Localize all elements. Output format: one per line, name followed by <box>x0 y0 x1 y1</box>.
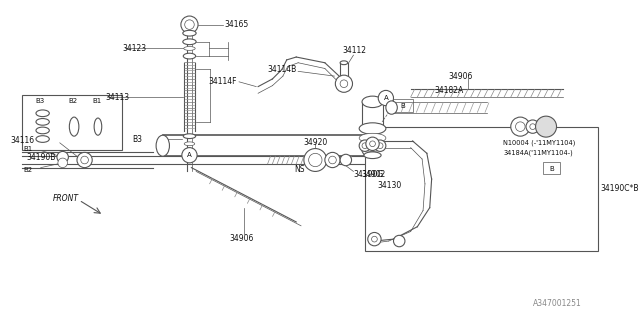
Text: 34184A('11MY1104-): 34184A('11MY1104-) <box>503 149 573 156</box>
Bar <box>365 127 598 251</box>
Ellipse shape <box>340 61 348 65</box>
Text: 34123: 34123 <box>123 44 147 53</box>
Ellipse shape <box>36 110 49 116</box>
Ellipse shape <box>362 96 383 108</box>
Text: B3: B3 <box>35 98 44 104</box>
Circle shape <box>185 20 194 29</box>
Circle shape <box>308 153 322 167</box>
Circle shape <box>368 232 381 246</box>
Circle shape <box>181 16 198 33</box>
Ellipse shape <box>36 127 49 134</box>
Circle shape <box>304 148 327 172</box>
Text: 34920: 34920 <box>303 138 328 147</box>
Circle shape <box>366 137 379 150</box>
Text: 34182A: 34182A <box>435 86 464 95</box>
Ellipse shape <box>183 53 196 59</box>
Circle shape <box>81 156 88 164</box>
Ellipse shape <box>36 118 49 125</box>
Circle shape <box>511 117 530 136</box>
Text: N10004 (-'11MY1104): N10004 (-'11MY1104) <box>503 140 575 146</box>
Ellipse shape <box>36 136 49 142</box>
Text: A: A <box>383 95 388 101</box>
Text: B: B <box>401 103 405 109</box>
Circle shape <box>370 141 376 147</box>
Ellipse shape <box>359 123 386 134</box>
Text: B2: B2 <box>68 98 77 104</box>
Text: NS: NS <box>294 165 305 174</box>
Ellipse shape <box>183 39 196 44</box>
Circle shape <box>340 80 348 88</box>
Text: B1: B1 <box>24 146 33 152</box>
Text: B3: B3 <box>132 134 142 144</box>
Circle shape <box>378 143 383 148</box>
Circle shape <box>57 151 68 163</box>
Text: B2: B2 <box>24 166 33 172</box>
Circle shape <box>530 124 536 130</box>
Ellipse shape <box>156 135 170 156</box>
Text: 34190G: 34190G <box>353 170 383 179</box>
Text: 34902: 34902 <box>361 170 385 179</box>
Circle shape <box>77 152 92 168</box>
Ellipse shape <box>94 118 102 135</box>
Ellipse shape <box>183 134 196 139</box>
Circle shape <box>372 236 378 242</box>
Text: FRONT: FRONT <box>53 194 79 203</box>
Text: 34114B: 34114B <box>267 65 296 74</box>
Circle shape <box>516 122 525 132</box>
Ellipse shape <box>359 133 386 143</box>
Text: A347001251: A347001251 <box>532 299 582 308</box>
Text: 34906: 34906 <box>230 234 254 243</box>
Text: 34130: 34130 <box>378 181 401 190</box>
Circle shape <box>335 75 353 92</box>
Text: 34113: 34113 <box>106 92 130 101</box>
Ellipse shape <box>184 142 195 146</box>
Circle shape <box>378 91 394 106</box>
Text: 34190B: 34190B <box>26 153 56 162</box>
Bar <box>394 99 413 112</box>
Text: 34906: 34906 <box>449 72 473 81</box>
Ellipse shape <box>362 144 383 151</box>
Circle shape <box>374 140 386 151</box>
Text: 34190C*B: 34190C*B <box>600 184 639 193</box>
Ellipse shape <box>364 152 381 159</box>
Circle shape <box>536 116 557 137</box>
Ellipse shape <box>386 101 397 114</box>
Text: 34116: 34116 <box>10 136 35 145</box>
Bar <box>22 95 122 150</box>
Circle shape <box>359 140 371 151</box>
Text: B: B <box>549 165 554 172</box>
Circle shape <box>325 152 340 168</box>
Ellipse shape <box>69 117 79 136</box>
Text: 34112: 34112 <box>342 46 366 55</box>
Circle shape <box>526 120 540 133</box>
Text: 34114F: 34114F <box>209 77 237 86</box>
Circle shape <box>362 143 368 148</box>
Bar <box>543 162 561 174</box>
Text: 34165: 34165 <box>225 20 249 29</box>
Circle shape <box>58 158 67 168</box>
Circle shape <box>394 235 405 247</box>
Circle shape <box>329 156 336 164</box>
Text: A: A <box>187 152 192 158</box>
Ellipse shape <box>361 135 374 156</box>
Text: B1: B1 <box>92 98 102 104</box>
Circle shape <box>182 148 197 163</box>
Circle shape <box>340 154 351 166</box>
Ellipse shape <box>183 30 196 36</box>
Ellipse shape <box>184 46 195 50</box>
